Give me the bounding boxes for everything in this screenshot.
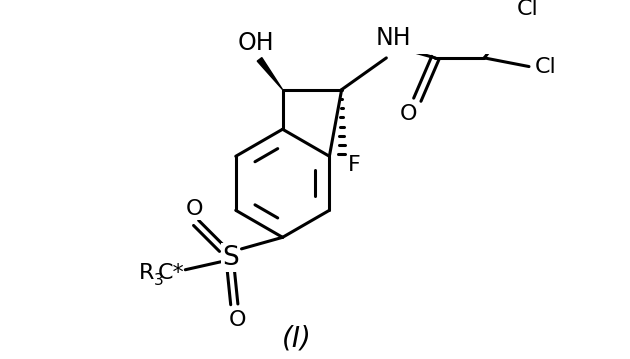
Text: Cl: Cl (517, 0, 539, 19)
Text: 3: 3 (154, 273, 164, 288)
Text: O: O (186, 199, 203, 219)
Polygon shape (257, 57, 283, 90)
Text: R: R (139, 264, 154, 283)
Text: C*: C* (158, 264, 184, 283)
Text: NH: NH (375, 26, 411, 50)
Text: S: S (222, 244, 239, 270)
Text: O: O (400, 104, 418, 124)
Text: F: F (348, 155, 361, 175)
Text: OH: OH (238, 32, 274, 56)
Text: O: O (229, 310, 247, 330)
Text: Cl: Cl (535, 57, 556, 76)
Text: (I): (I) (282, 324, 312, 352)
